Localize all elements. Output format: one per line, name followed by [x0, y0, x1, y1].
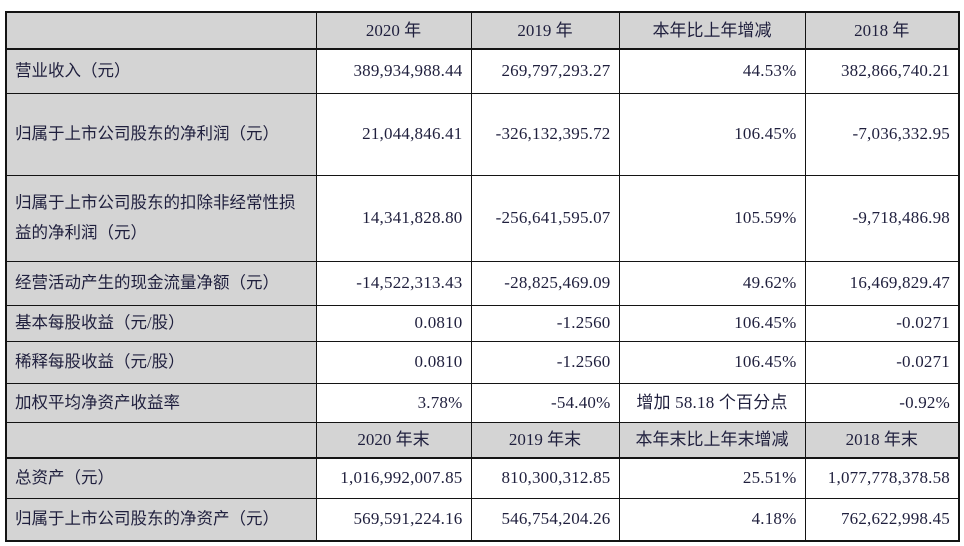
cell-label: 加权平均净资产收益率	[5, 382, 317, 423]
row-operating-revenue: 营业收入（元） 389,934,988.44 269,797,293.27 44…	[5, 48, 960, 94]
row-operating-cash-flow: 经营活动产生的现金流量净额（元） -14,522,313.43 -28,825,…	[5, 260, 960, 306]
cell-2018: -0.0271	[804, 340, 960, 384]
row-net-assets-attributable: 归属于上市公司股东的净资产（元） 569,591,224.16 546,754,…	[5, 497, 960, 542]
header-corner-cell	[5, 11, 317, 50]
header-year-2019: 2019 年	[470, 11, 620, 50]
cell-2018: -9,718,486.98	[804, 174, 960, 262]
row-total-assets: 总资产（元） 1,016,992,007.85 810,300,312.85 2…	[5, 457, 960, 499]
header-yoy-change: 本年比上年增减	[618, 11, 806, 50]
cell-change: 106.45%	[618, 92, 806, 176]
cell-2020: 0.0810	[315, 340, 472, 384]
cell-change: 105.59%	[618, 174, 806, 262]
cell-label: 经营活动产生的现金流量净额（元）	[5, 260, 317, 306]
cell-label: 归属于上市公司股东的净利润（元）	[5, 92, 317, 176]
row-diluted-eps: 稀释每股收益（元/股） 0.0810 -1.2560 106.45% -0.02…	[5, 340, 960, 384]
row-net-profit-attributable: 归属于上市公司股东的净利润（元） 21,044,846.41 -326,132,…	[5, 92, 960, 176]
cell-2019: 810,300,312.85	[470, 457, 620, 499]
cell-change: 25.51%	[618, 457, 806, 499]
cell-label: 基本每股收益（元/股）	[5, 304, 317, 342]
cell-2019: 269,797,293.27	[470, 48, 620, 94]
cell-2018: 1,077,778,378.58	[804, 457, 960, 499]
cell-change: 4.18%	[618, 497, 806, 542]
cell-label: 总资产（元）	[5, 457, 317, 499]
header-end-2020: 2020 年末	[315, 421, 472, 459]
cell-label: 稀释每股收益（元/股）	[5, 340, 317, 384]
cell-2018: -7,036,332.95	[804, 92, 960, 176]
cell-2020: 389,934,988.44	[315, 48, 472, 94]
financial-summary-table: 2020 年 2019 年 本年比上年增减 2018 年 营业收入（元） 389…	[5, 11, 960, 542]
cell-2019: -54.40%	[470, 382, 620, 423]
cell-label: 归属于上市公司股东的净资产（元）	[5, 497, 317, 542]
cell-change: 增加 58.18 个百分点	[618, 382, 806, 423]
cell-change: 49.62%	[618, 260, 806, 306]
row-net-profit-after-non-recurring: 归属于上市公司股东的扣除非经常性损益的净利润（元） 14,341,828.80 …	[5, 174, 960, 262]
cell-2019: -1.2560	[470, 340, 620, 384]
row-weighted-average-roe: 加权平均净资产收益率 3.78% -54.40% 增加 58.18 个百分点 -…	[5, 382, 960, 423]
header-row-year-end: 2020 年末 2019 年末 本年末比上年末增减 2018 年末	[5, 421, 960, 459]
cell-2020: 569,591,224.16	[315, 497, 472, 542]
row-basic-eps: 基本每股收益（元/股） 0.0810 -1.2560 106.45% -0.02…	[5, 304, 960, 342]
cell-2018: -0.0271	[804, 304, 960, 342]
cell-2018: 762,622,998.45	[804, 497, 960, 542]
header-end-yoy-change: 本年末比上年末增减	[618, 421, 806, 459]
cell-2019: -326,132,395.72	[470, 92, 620, 176]
cell-2020: 3.78%	[315, 382, 472, 423]
cell-2018: 382,866,740.21	[804, 48, 960, 94]
header-year-2018: 2018 年	[804, 11, 960, 50]
cell-change: 44.53%	[618, 48, 806, 94]
cell-2019: 546,754,204.26	[470, 497, 620, 542]
cell-2020: 21,044,846.41	[315, 92, 472, 176]
cell-change: 106.45%	[618, 340, 806, 384]
cell-2020: 14,341,828.80	[315, 174, 472, 262]
header-year-2020: 2020 年	[315, 11, 472, 50]
cell-2020: -14,522,313.43	[315, 260, 472, 306]
header-row-annual: 2020 年 2019 年 本年比上年增减 2018 年	[5, 11, 960, 50]
cell-2018: 16,469,829.47	[804, 260, 960, 306]
header-end-2019: 2019 年末	[470, 421, 620, 459]
header-corner-cell	[5, 421, 317, 459]
cell-2019: -256,641,595.07	[470, 174, 620, 262]
cell-change: 106.45%	[618, 304, 806, 342]
cell-2020: 1,016,992,007.85	[315, 457, 472, 499]
header-end-2018: 2018 年末	[804, 421, 960, 459]
cell-2020: 0.0810	[315, 304, 472, 342]
cell-2018: -0.92%	[804, 382, 960, 423]
cell-label: 归属于上市公司股东的扣除非经常性损益的净利润（元）	[5, 174, 317, 262]
cell-2019: -28,825,469.09	[470, 260, 620, 306]
cell-label: 营业收入（元）	[5, 48, 317, 94]
cell-2019: -1.2560	[470, 304, 620, 342]
